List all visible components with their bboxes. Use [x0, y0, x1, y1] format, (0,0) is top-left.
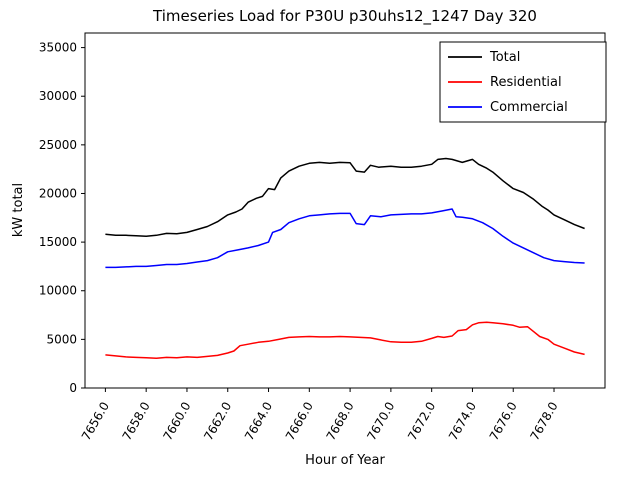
x-tick-label: 7668.0 — [324, 400, 357, 443]
y-tick-label: 5000 — [46, 332, 77, 346]
series-line-total — [105, 157, 585, 238]
series-line-commercial — [105, 208, 585, 269]
y-tick-label: 0 — [69, 381, 77, 395]
y-tick-label: 35000 — [39, 41, 77, 55]
x-tick-label: 7670.0 — [364, 400, 397, 443]
y-tick-label: 15000 — [39, 235, 77, 249]
x-tick-label: 7672.0 — [405, 400, 438, 443]
x-tick-label: 7658.0 — [120, 400, 153, 443]
y-tick-label: 20000 — [39, 186, 77, 200]
y-tick-label: 10000 — [39, 284, 77, 298]
series-lines — [105, 157, 585, 360]
legend-label-commercial: Commercial — [490, 100, 568, 115]
y-tick-label: 25000 — [39, 138, 77, 152]
legend-label-residential: Residential — [490, 75, 562, 90]
x-tick-label: 7678.0 — [527, 400, 560, 443]
x-tick-label: 7676.0 — [487, 400, 520, 443]
legend: Total Residential Commercial — [439, 41, 607, 123]
legend-label-total: Total — [489, 50, 520, 65]
x-tick-label: 7664.0 — [242, 400, 275, 443]
x-tick-label: 7674.0 — [446, 400, 479, 443]
y-axis-label: kW total — [11, 183, 26, 237]
series-line-residential — [105, 321, 585, 360]
x-axis-label: Hour of Year — [305, 453, 385, 468]
x-tick-label: 7660.0 — [160, 400, 193, 443]
x-tick-label: 7656.0 — [79, 400, 112, 443]
chart-title: Timeseries Load for P30U p30uhs12_1247 D… — [152, 7, 537, 26]
plot-area — [84, 32, 606, 389]
x-tick-label: 7662.0 — [201, 400, 234, 443]
x-tick-label: 7666.0 — [283, 400, 316, 443]
y-tick-label: 30000 — [39, 89, 77, 103]
